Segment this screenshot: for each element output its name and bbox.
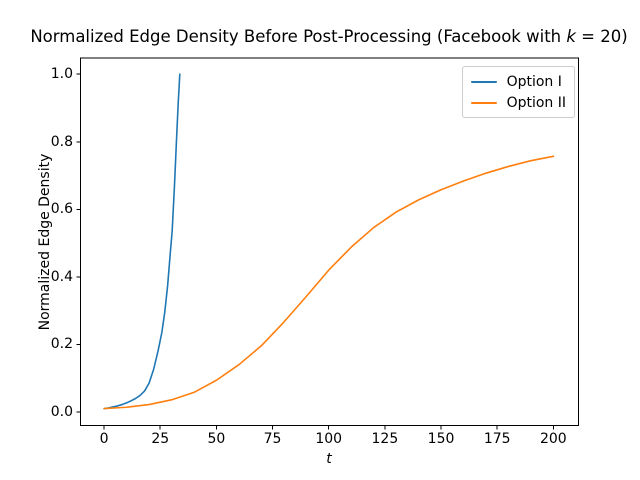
x-tick-label: 125 <box>371 431 399 447</box>
x-tick-label: 50 <box>207 431 226 447</box>
legend-item-option-i: Option I <box>470 71 566 92</box>
x-tick-label: 75 <box>263 431 282 447</box>
chart-title-math-var: k <box>566 27 576 46</box>
legend-line-swatch-option-i <box>470 80 497 83</box>
x-tick-label: 25 <box>151 431 170 447</box>
x-tick-label: 150 <box>427 431 455 447</box>
y-tick-label: 0.2 <box>50 336 73 353</box>
x-tick-label: 200 <box>539 431 567 447</box>
y-tick-label: 0.4 <box>50 268 73 285</box>
x-axis-label: t <box>326 451 332 467</box>
legend-label-option-i: Option I <box>506 73 562 90</box>
y-tick-label: 0.6 <box>50 201 73 218</box>
plot-border <box>80 57 579 426</box>
legend: Option I Option II <box>461 66 575 118</box>
x-tick-label: 100 <box>315 431 343 447</box>
x-tick-label: 0 <box>99 431 109 447</box>
legend-item-option-ii: Option II <box>470 92 566 113</box>
y-axis-label: Normalized Edge Density <box>37 153 53 331</box>
y-tick-label: 0.8 <box>50 133 73 150</box>
series-line-option-ii <box>103 155 555 410</box>
series-line-option-i <box>103 73 181 410</box>
legend-label-option-ii: Option II <box>506 94 566 111</box>
chart-title: Normalized Edge Density Before Post-Proc… <box>30 27 627 46</box>
y-tick-label: 0.0 <box>50 403 73 420</box>
chart-title-text: Normalized Edge Density Before Post-Proc… <box>30 27 567 46</box>
x-tick-label: 175 <box>483 431 511 447</box>
y-tick-label: 1.0 <box>50 66 73 83</box>
chart-title-suffix: = 20) <box>575 27 628 46</box>
legend-line-swatch-option-ii <box>470 101 497 104</box>
